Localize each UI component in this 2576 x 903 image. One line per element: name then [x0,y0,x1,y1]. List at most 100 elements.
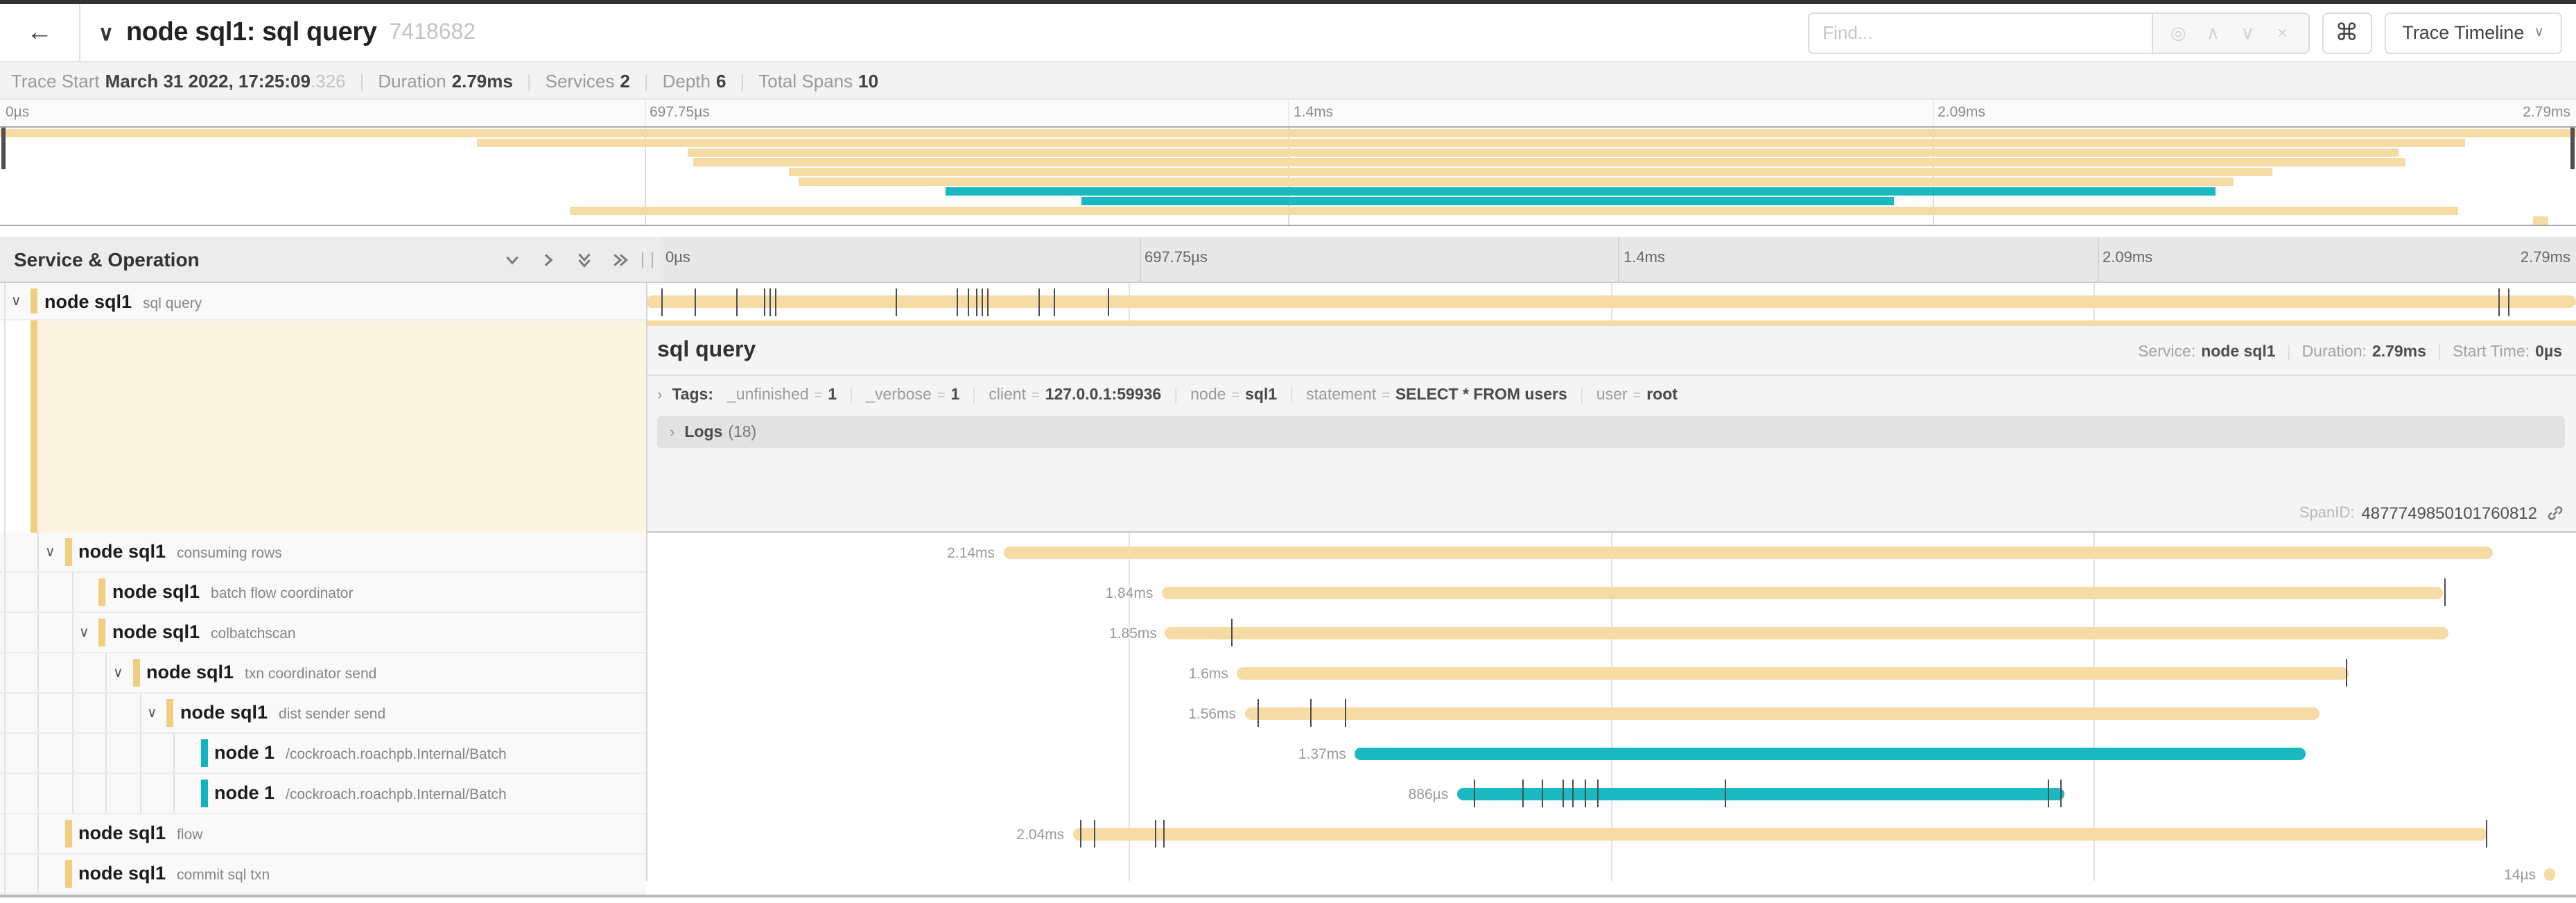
minimap-left-drag-handle[interactable] [1,128,6,169]
tags-row[interactable]: › Tags: _unfinished = 1 | _verbose = 1 | client = 12… [646,376,2576,412]
chevron-down-icon[interactable]: ∨ [113,665,123,680]
find-buttons: ◎ ∧ ∨ × [2152,12,2310,53]
expand-one-icon[interactable] [539,250,557,268]
log-tick-mark [2508,289,2510,316]
span-name-label: node sql1 flow [78,814,202,853]
minimap-span-bar [0,128,2576,137]
next-match-icon[interactable]: ∨ [2240,22,2254,42]
services-label: Services [545,70,615,91]
column-split-line[interactable] [646,283,647,881]
chevron-down-icon[interactable]: ∨ [11,293,21,309]
ruler-tick-label: 697.75µs [650,104,710,121]
span-color-accent [64,820,71,848]
log-tick-mark [763,289,765,316]
indent-guide [37,653,39,692]
logs-label: Logs [684,424,723,440]
log-tick-mark [694,289,696,316]
duration-label: Duration [378,70,446,91]
log-tick-mark [1155,820,1157,848]
trace-start-value: March 31 2022, 17:25:09 [105,70,311,91]
service-operation-header: Service & Operation [0,237,660,282]
collapse-all-icon[interactable] [575,250,593,268]
minimap-right-drag-handle[interactable] [2570,128,2575,169]
column-resize-handle[interactable] [642,252,653,268]
ruler-tick-label: 2.09ms [1938,104,1985,121]
ruler-gridline [2097,237,2098,282]
depth-value: 6 [716,70,726,91]
tree-row-commit-sql-txn[interactable]: node sql1 commit sql txn [0,854,646,895]
columns-header: Service & Operation 0µs 697.75µs 1.4ms 2.09… [0,237,2576,283]
prev-match-icon[interactable]: ∧ [2206,22,2220,42]
operation-name: sql query [143,295,202,312]
collapse-trace-chevron-icon[interactable]: ∨ [98,22,114,45]
ruler-tick-label: 1.4ms [1294,104,1334,121]
keyboard-shortcuts-button[interactable]: ⌘ [2322,12,2372,53]
ruler-tick-label: 1.4ms [1624,250,1665,266]
tree-row-txn-coordinator-send[interactable]: ∨ node sql1 txn coordinator send [0,653,646,694]
minimap-gridline [1932,128,1933,225]
indent-guide [3,734,5,773]
clear-find-icon[interactable]: × [2277,22,2288,43]
tree-row-flow[interactable]: node sql1 flow [0,814,646,854]
chevron-down-icon[interactable]: ∨ [79,625,89,640]
trace-header: ← ∨ node sql1: sql query 7418682 ◎ ∧ ∨ ×… [0,4,2576,61]
tree-row-cockroach-roachpb-internal-batch[interactable]: node 1/cockroach.roachpb.Internal/Batch [0,774,646,814]
chevron-right-icon[interactable]: › [657,387,663,404]
chevron-down-icon[interactable]: ∨ [147,705,157,721]
minimap-ruler: 0µs 697.75µs 1.4ms 2.09ms 2.79ms [0,100,2576,126]
span-bar-sql-query[interactable] [646,295,2576,308]
service-name: node sql1 [112,581,200,602]
back-button[interactable]: ← [0,4,80,61]
ruler-tick-label: 0µs [6,104,30,121]
tree-row-sql-query[interactable]: ∨ node sql1 sql query [0,283,646,320]
timeline-row-cockroach-roachpb-internal-batch: 1.37ms [646,734,2576,774]
chevron-down-icon[interactable]: ∨ [45,544,55,560]
detail-meta-label: Start Time: [2452,344,2530,361]
view-selector-label: Trace Timeline [2402,22,2525,43]
span-bar-cockroach-roachpb-internal-batch[interactable] [1354,748,2306,760]
span-bar-colbatchscan[interactable] [1165,627,2449,639]
focus-match-icon[interactable]: ◎ [2170,22,2186,42]
span-bar-cockroach-roachpb-internal-batch[interactable] [1456,788,2065,800]
span-duration-label: 886µs [1408,786,1449,803]
span-bar-flow[interactable] [1072,828,2487,841]
operation-name: commit sql txn [177,867,270,884]
span-bar-commit-sql-txn[interactable] [2544,868,2556,881]
timeline-row-sql-query [646,283,2576,320]
view-selector-button[interactable]: Trace Timeline ∨ [2384,12,2562,53]
tree-row-cockroach-roachpb-internal-batch[interactable]: node 1/cockroach.roachpb.Internal/Batch [0,734,646,774]
find-input[interactable] [1807,12,2153,53]
span-bar-batch-flow-coordinator[interactable] [1161,587,2443,599]
trace-title-group[interactable]: ∨ node sql1: sql query 7418682 [80,17,476,48]
expand-all-icon[interactable] [611,250,629,268]
minimap-canvas[interactable] [0,126,2576,226]
indent-guide [105,694,107,732]
span-bar-dist-sender-send[interactable] [1244,707,2320,720]
divider [646,375,2576,376]
span-color-accent [98,578,105,606]
tree-row-consuming-rows[interactable]: ∨ node sql1 consuming rows [0,533,646,573]
detail-meta-value: node sql1 [2201,344,2276,361]
span-id-label: SpanID: [2299,504,2355,521]
ruler-gridline [1618,237,1619,282]
indent-guide [37,613,39,652]
timeline-row-batch-flow-coordinator: 1.84ms [646,573,2576,613]
log-tick-mark [1474,780,1476,807]
span-bar-consuming-rows[interactable] [1003,547,2494,559]
tree-row-colbatchscan[interactable]: ∨ node sql1 colbatchscan [0,613,646,653]
logs-row[interactable]: › Logs (18) [657,416,2565,448]
tree-row-batch-flow-coordinator[interactable]: node sql1 batch flow coordinator [0,573,646,613]
minimap-span-bar [1081,196,1894,205]
tag-equals: = [937,388,946,403]
minimap-span-bar [569,206,2458,215]
span-bar-txn-coordinator-send[interactable] [1236,667,2349,680]
trace-meta-bar: Trace Start March 31 2022, 17:25:09.326 … [0,61,2576,100]
link-icon[interactable] [2547,504,2564,521]
ruler-tick-label: 697.75µs [1145,250,1208,266]
span-color-accent [64,538,71,566]
tag-value: SELECT * FROM users [1395,387,1567,404]
services-value: 2 [620,70,630,91]
tree-row-dist-sender-send[interactable]: ∨ node sql1 dist sender send [0,694,646,734]
collapse-one-icon[interactable] [503,250,521,268]
